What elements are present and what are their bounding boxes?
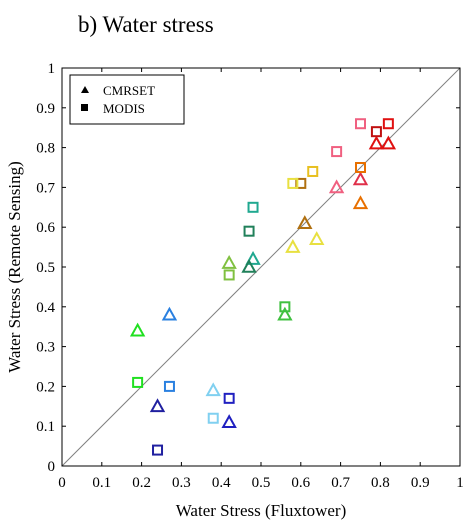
y-tick-label: 0 <box>48 459 56 475</box>
cmrset-point <box>221 254 237 269</box>
modis-point <box>207 412 219 424</box>
y-axis-ticks: 0 0.1 0.2 0.3 0.4 0.5 0.6 0.7 0.8 0.9 1 <box>36 61 460 475</box>
y-tick-label: 0.7 <box>36 180 55 196</box>
modis-point <box>382 118 394 130</box>
modis-point <box>223 392 235 404</box>
x-tick-label: 0.9 <box>411 475 430 491</box>
modis-point <box>370 126 382 138</box>
modis-point <box>223 269 235 281</box>
x-tick-label: 0.1 <box>92 475 111 491</box>
x-tick-label: 0.4 <box>212 475 231 491</box>
cmrset-point <box>161 306 178 321</box>
y-tick-label: 0.2 <box>36 379 55 395</box>
modis-point <box>279 301 291 313</box>
legend-triangle-marker <box>81 86 89 93</box>
one-to-one-line <box>61 67 461 467</box>
x-tick-label: 0.7 <box>331 475 350 491</box>
modis-point <box>243 225 255 237</box>
y-tick-label: 0.5 <box>36 260 55 276</box>
cmrset-point <box>380 135 397 150</box>
cmrset-point <box>309 231 325 245</box>
legend-box <box>69 74 185 125</box>
cmrset-point <box>368 135 385 150</box>
modis-point <box>247 201 259 213</box>
modis-point <box>295 177 307 189</box>
y-tick-label: 0.1 <box>36 419 55 435</box>
x-tick-label: 0.6 <box>291 475 310 491</box>
y-tick-label: 0.6 <box>36 220 55 236</box>
cmrset-point <box>297 215 313 230</box>
y-tick-label: 0.9 <box>36 101 55 117</box>
cmrset-point <box>352 195 369 210</box>
cmrset-point <box>205 382 221 397</box>
cmrset-point <box>221 414 237 429</box>
chart-title: b) Water stress <box>78 12 214 37</box>
modis-point <box>163 380 175 392</box>
cmrset-point <box>352 171 369 186</box>
x-tick-label: 0.5 <box>252 475 271 491</box>
modis-point <box>331 146 343 158</box>
modis-point <box>132 376 144 388</box>
modis-point <box>307 165 319 177</box>
cmrset-point <box>149 398 166 413</box>
x-tick-label: 0.3 <box>172 475 191 491</box>
modis-point <box>152 444 164 456</box>
y-tick-label: 1 <box>48 61 56 77</box>
legend: CMRSET MODIS <box>69 74 185 125</box>
legend-label-cmrset: CMRSET <box>103 83 155 98</box>
cmrset-point <box>129 322 146 337</box>
x-tick-label: 0 <box>58 475 66 491</box>
y-axis-label: Water Stress (Remote Sensing) <box>5 161 24 373</box>
modis-point <box>355 118 366 130</box>
x-tick-label: 1 <box>456 475 464 491</box>
modis-point <box>287 177 299 189</box>
y-tick-label: 0.4 <box>36 300 55 316</box>
legend-square-marker <box>81 104 88 111</box>
legend-label-modis: MODIS <box>103 101 145 116</box>
x-tick-label: 0.8 <box>371 475 390 491</box>
x-tick-label: 0.2 <box>132 475 151 491</box>
cmrset-point <box>245 250 261 265</box>
cmrset-point <box>285 239 301 253</box>
cmrset-point <box>241 258 257 273</box>
y-tick-label: 0.3 <box>36 340 55 356</box>
x-axis-ticks: 0 0.1 0.2 0.3 0.4 0.5 0.6 0.7 0.8 0.9 1 <box>58 68 464 491</box>
y-tick-label: 0.8 <box>36 141 55 157</box>
plot-area: 0 0.1 0.2 0.3 0.4 0.5 0.6 0.7 0.8 0.9 1 0 0.1 0.2 0.3… <box>36 61 464 491</box>
x-axis-label: Water Stress (Fluxtower) <box>176 501 346 520</box>
modis-point <box>355 162 366 173</box>
cmrset-point <box>328 179 345 194</box>
data-points <box>129 118 397 456</box>
cmrset-point <box>277 306 293 321</box>
